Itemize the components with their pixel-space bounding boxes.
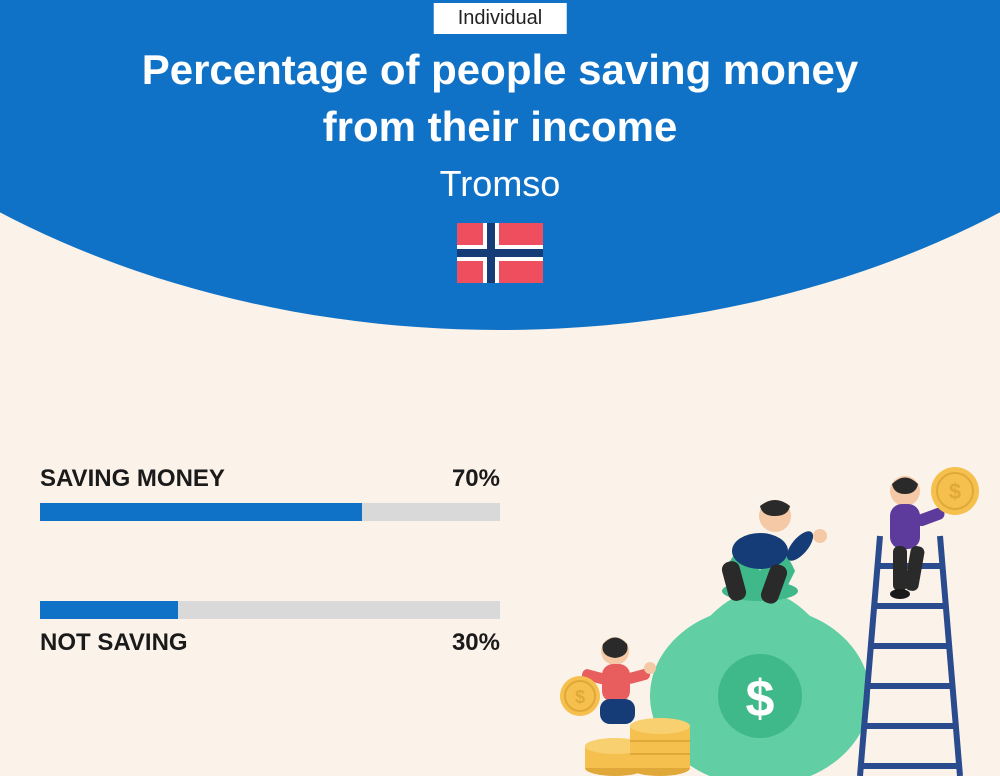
bar-fill-saving xyxy=(40,503,362,521)
norway-flag-icon xyxy=(457,223,543,283)
tag-text: Individual xyxy=(458,7,543,29)
person-top-icon xyxy=(720,500,827,606)
title-line-1: Percentage of people saving money xyxy=(142,46,859,93)
bar-labels: SAVING MONEY 70% xyxy=(40,465,500,493)
svg-text:$: $ xyxy=(949,479,961,504)
bar-gap xyxy=(40,521,500,601)
bars-section: SAVING MONEY 70% NOT SAVING 30% xyxy=(40,465,500,657)
bar-group-saving: SAVING MONEY 70% xyxy=(40,465,500,521)
bar-value: 30% xyxy=(452,629,500,657)
header-content: Percentage of people saving money from t… xyxy=(0,42,1000,288)
bar-fill-not-saving xyxy=(40,601,178,619)
bar-labels: NOT SAVING 30% xyxy=(40,629,500,657)
svg-text:$: $ xyxy=(575,687,585,707)
coin-stack-icon xyxy=(585,718,690,776)
bar-label: SAVING MONEY xyxy=(40,465,225,493)
person-left-icon: $ xyxy=(560,637,656,724)
category-tag: Individual xyxy=(434,3,567,34)
dollar-sign-icon: $ xyxy=(746,670,775,728)
title-line-2: from their income xyxy=(323,103,678,150)
page-title: Percentage of people saving money from t… xyxy=(0,42,1000,155)
person-ladder-icon: $ xyxy=(890,467,979,599)
bar-label: NOT SAVING xyxy=(40,629,188,657)
bar-group-not-saving: NOT SAVING 30% xyxy=(40,601,500,657)
location-subtitle: Tromso xyxy=(0,163,1000,205)
bar-track xyxy=(40,601,500,619)
bar-value: 70% xyxy=(452,465,500,493)
bar-track xyxy=(40,503,500,521)
savings-illustration: $ $ xyxy=(560,416,980,776)
